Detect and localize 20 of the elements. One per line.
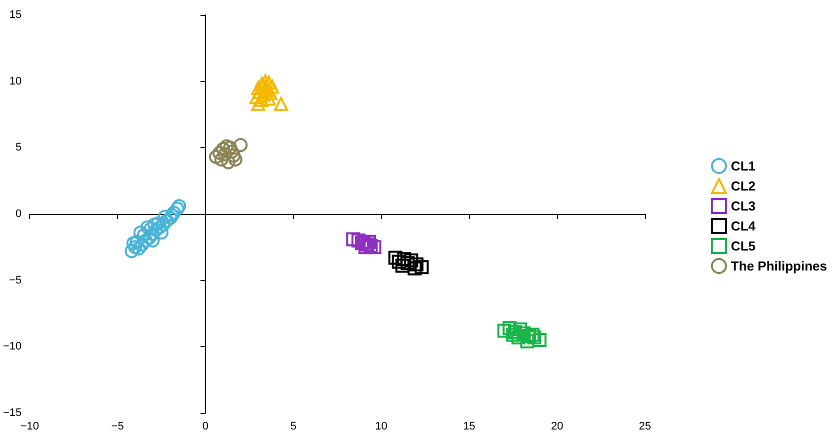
y-tick-label: −15 [2, 407, 22, 419]
y-tick-label: 5 [16, 142, 22, 154]
legend-label: CL1 [730, 158, 756, 174]
legend-label: CL4 [730, 218, 756, 234]
legend-label: The Philippines [730, 258, 828, 274]
x-tick-label: 0 [202, 420, 209, 432]
legend-label: CL5 [730, 238, 756, 254]
x-tick-label: 10 [375, 420, 388, 432]
x-tick-label: 15 [463, 420, 476, 432]
x-tick-label: 5 [290, 420, 296, 432]
y-tick-label: 0 [16, 208, 22, 220]
x-tick-label: −5 [111, 420, 124, 432]
y-tick-label: −5 [9, 274, 22, 286]
y-tick-label: 15 [9, 9, 22, 21]
legend-label: CL2 [730, 178, 756, 194]
y-tick-label: 10 [9, 75, 22, 88]
x-tick-label: 20 [550, 420, 564, 432]
x-tick-label: 25 [638, 420, 652, 432]
legend-label: CL3 [730, 198, 756, 214]
y-tick-label: −10 [2, 340, 22, 353]
